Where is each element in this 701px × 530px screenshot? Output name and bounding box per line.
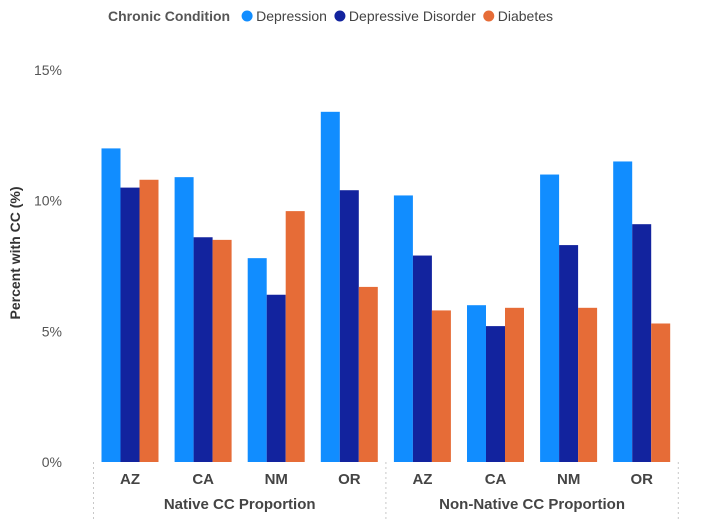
x-tick-label: OR <box>338 471 361 488</box>
legend-marker-diabetes <box>483 10 495 22</box>
x-tick-label: AZ <box>120 471 140 488</box>
bar-diabetes-native-cc-proportion-or[interactable] <box>358 286 378 462</box>
y-tick-label: 15% <box>34 62 62 78</box>
bar-diabetes-native-cc-proportion-az[interactable] <box>139 179 159 462</box>
bar-diabetes-non-native-cc-proportion-ca[interactable] <box>505 307 524 462</box>
bar-depression-non-native-cc-proportion-or[interactable] <box>613 161 633 462</box>
legend-title: Chronic Condition <box>108 8 230 24</box>
bar-diabetes-native-cc-proportion-ca[interactable] <box>212 239 232 462</box>
y-tick-label: 10% <box>34 193 62 209</box>
legend-item-depression[interactable]: Depression <box>241 8 327 24</box>
bar-depressive-disorder-non-native-cc-proportion-ca[interactable] <box>486 326 505 462</box>
x-tick-label: OR <box>631 471 654 488</box>
legend-item-diabetes[interactable]: Diabetes <box>483 8 553 24</box>
y-tick-label: 0% <box>42 454 62 470</box>
bar-depressive-disorder-native-cc-proportion-or[interactable] <box>339 190 359 463</box>
x-tick-label: CA <box>192 471 214 488</box>
bar-depression-native-cc-proportion-nm[interactable] <box>247 258 267 462</box>
group-label: Non-Native CC Proportion <box>439 496 625 513</box>
bars <box>101 111 671 463</box>
bar-diabetes-non-native-cc-proportion-or[interactable] <box>651 323 671 462</box>
bar-depression-native-cc-proportion-az[interactable] <box>101 148 121 462</box>
legend-label-depressive-disorder: Depressive Disorder <box>349 8 476 24</box>
bar-diabetes-non-native-cc-proportion-nm[interactable] <box>578 307 598 462</box>
bar-depression-native-cc-proportion-or[interactable] <box>320 111 340 463</box>
bar-depressive-disorder-non-native-cc-proportion-az[interactable] <box>412 255 432 462</box>
bar-depression-non-native-cc-proportion-ca[interactable] <box>467 305 486 462</box>
legend-label-depression: Depression <box>256 8 327 24</box>
legend: Chronic Condition Depression Depressive D… <box>108 8 553 24</box>
bar-depression-non-native-cc-proportion-az[interactable] <box>393 195 413 462</box>
y-tick-label: 5% <box>42 323 62 339</box>
legend-label-diabetes: Diabetes <box>498 8 553 24</box>
bar-depressive-disorder-native-cc-proportion-ca[interactable] <box>193 237 213 462</box>
bar-depressive-disorder-native-cc-proportion-az[interactable] <box>120 187 140 462</box>
y-axis-title: Percent with CC (%) <box>7 186 23 319</box>
bar-depression-native-cc-proportion-ca[interactable] <box>174 177 194 462</box>
x-tick-label: NM <box>265 471 288 488</box>
x-tick-label: NM <box>557 471 580 488</box>
bar-depressive-disorder-native-cc-proportion-nm[interactable] <box>266 294 286 462</box>
bar-diabetes-non-native-cc-proportion-az[interactable] <box>431 310 451 462</box>
group-label: Native CC Proportion <box>164 496 316 513</box>
x-tick-label: AZ <box>412 471 432 488</box>
bar-depression-non-native-cc-proportion-nm[interactable] <box>540 174 560 463</box>
legend-marker-depression <box>241 10 253 22</box>
legend-item-depressive-disorder[interactable]: Depressive Disorder <box>334 8 476 24</box>
y-axis: Percent with CC (%) 0% 5% 10% 15% <box>7 62 62 470</box>
bar-depressive-disorder-non-native-cc-proportion-nm[interactable] <box>559 245 579 462</box>
bar-depressive-disorder-non-native-cc-proportion-or[interactable] <box>632 224 652 462</box>
bar-diabetes-native-cc-proportion-nm[interactable] <box>285 211 305 462</box>
legend-marker-depressive-disorder <box>334 10 346 22</box>
x-tick-label: CA <box>485 471 507 488</box>
x-axis: AZ CA NM OR Native CC Proportion AZ CA NM OR Non-… <box>93 462 679 520</box>
